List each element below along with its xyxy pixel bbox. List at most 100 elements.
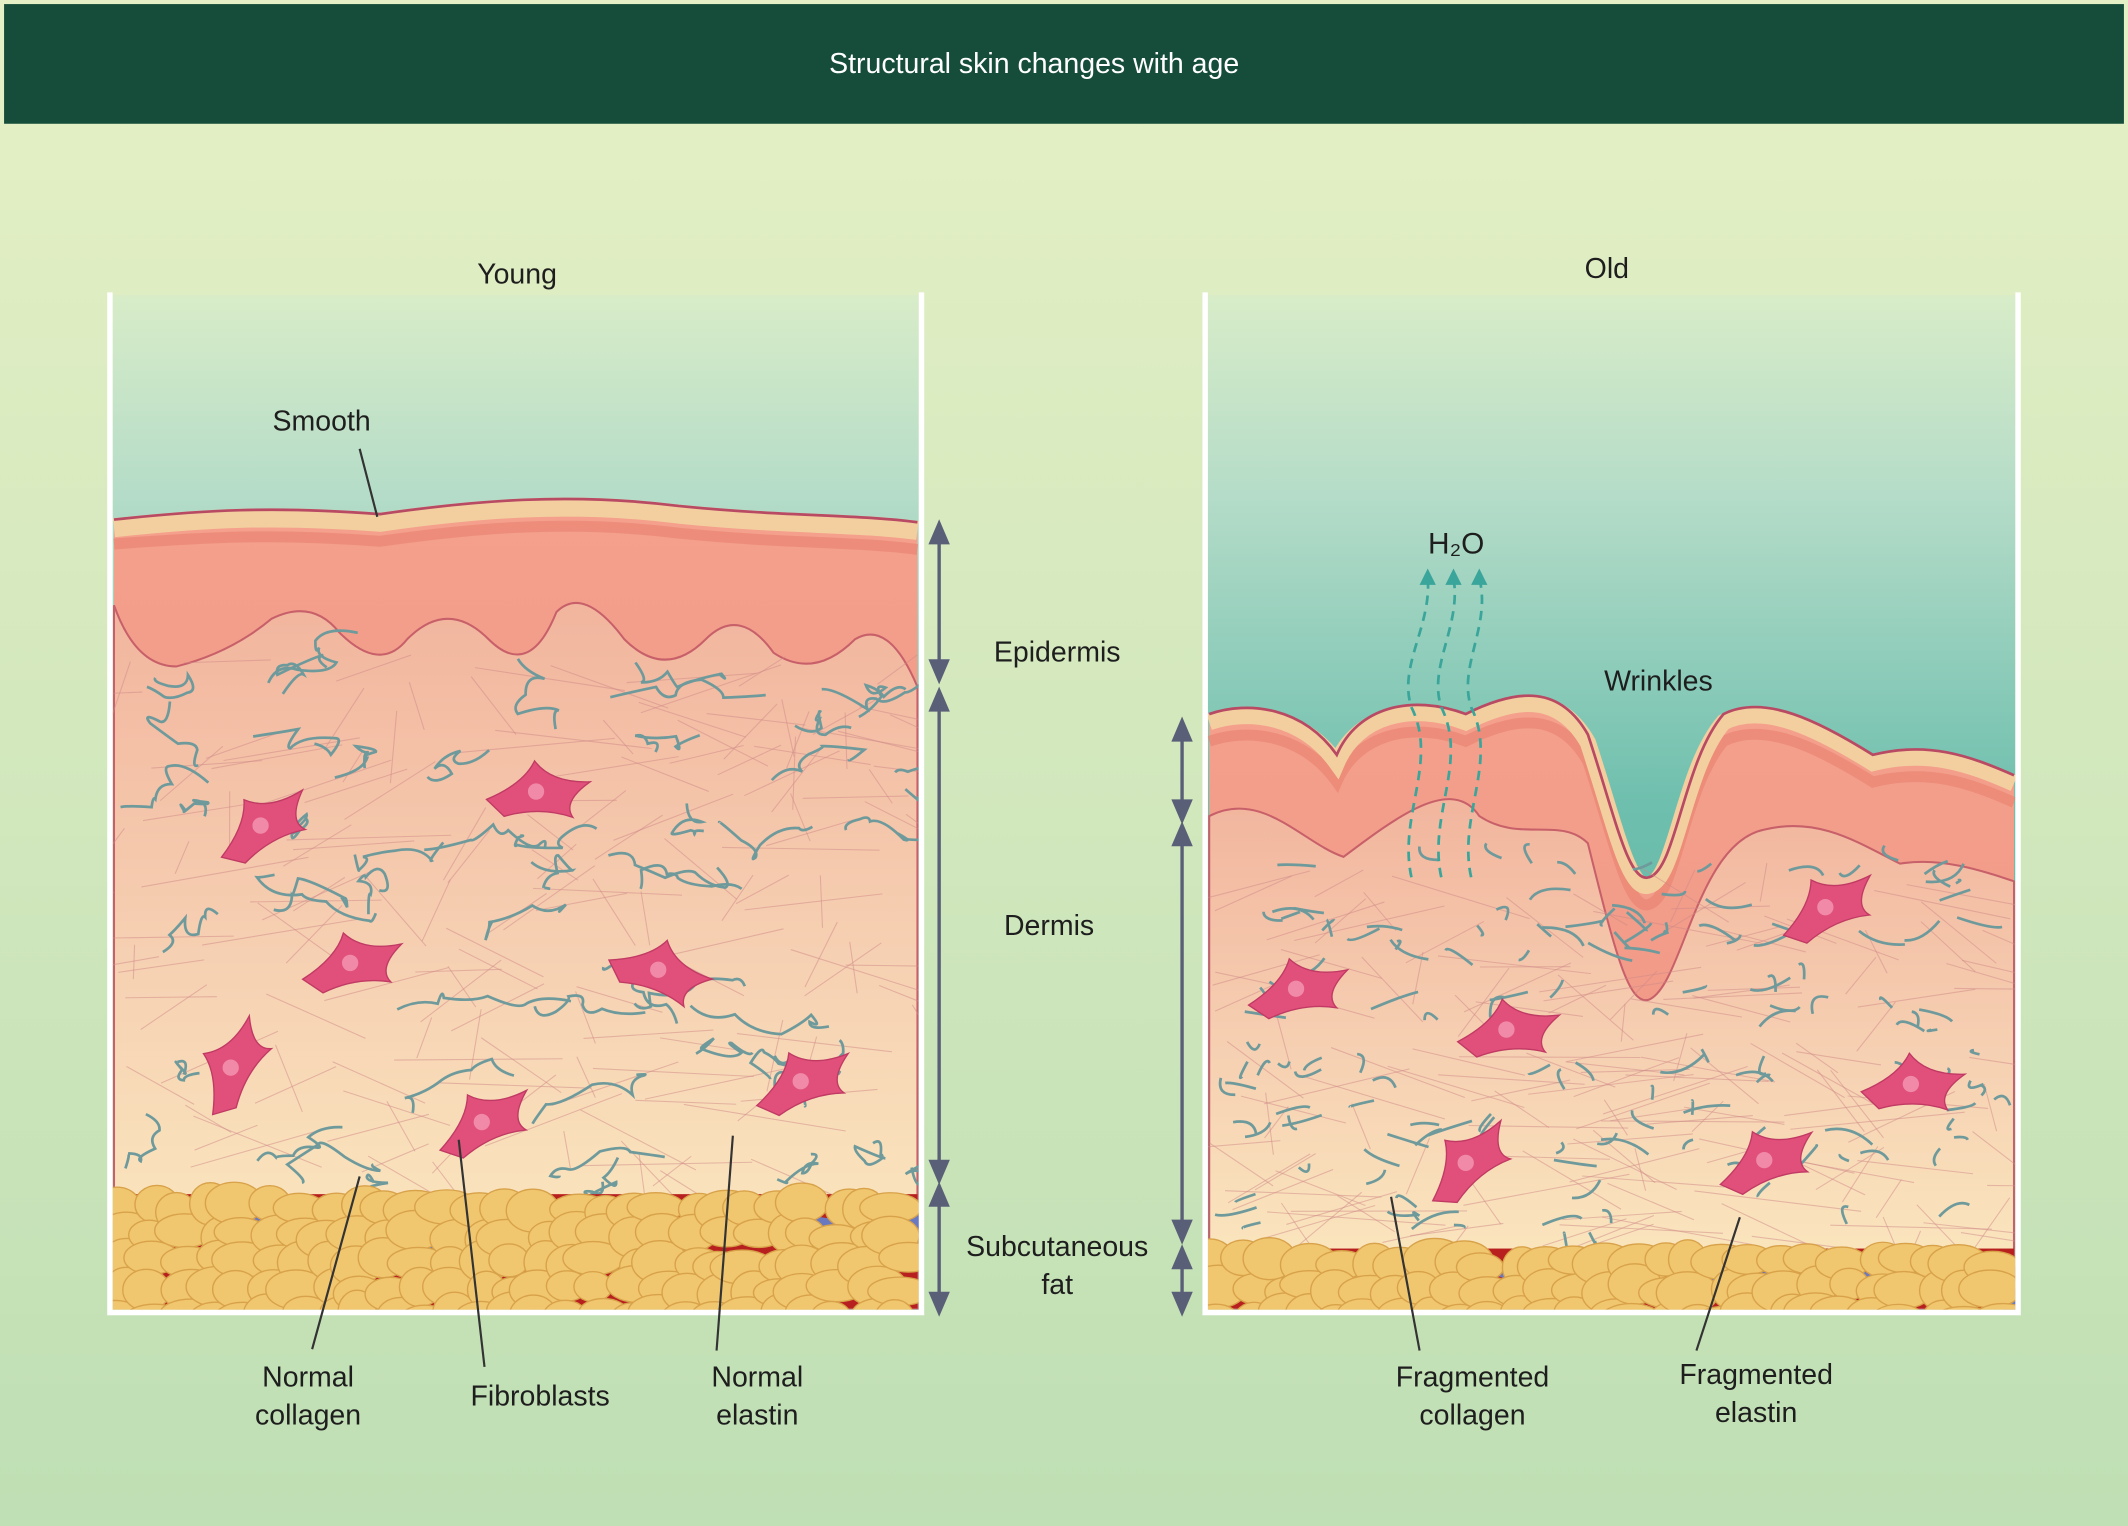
collagen bbox=[484, 1093, 623, 1147]
collagen bbox=[112, 827, 125, 846]
collagen bbox=[420, 959, 502, 1023]
collagen bbox=[304, 768, 408, 804]
collagen bbox=[771, 749, 821, 813]
elastin bbox=[1602, 1208, 1613, 1224]
elastin bbox=[1726, 934, 1742, 945]
collagen bbox=[140, 984, 208, 1031]
collagen bbox=[1631, 998, 1743, 1018]
elastin bbox=[1923, 859, 1949, 876]
nucleus bbox=[792, 1073, 809, 1090]
elastin bbox=[1293, 1068, 1322, 1078]
elastin bbox=[1453, 1223, 1466, 1229]
collagen bbox=[1412, 951, 1424, 1005]
elastin bbox=[1911, 1010, 1920, 1028]
label-line: Fragmented bbox=[1679, 1359, 1833, 1391]
collagen bbox=[1224, 1190, 1382, 1198]
elastin bbox=[1293, 906, 1325, 915]
label-line: Normal bbox=[262, 1362, 354, 1394]
collagen bbox=[1337, 1195, 1395, 1233]
collagen bbox=[1856, 1001, 1896, 1052]
collagen bbox=[1607, 1182, 1695, 1221]
collagen bbox=[592, 1067, 754, 1078]
collagen bbox=[1906, 884, 2016, 906]
label-line: Epidermis bbox=[994, 637, 1121, 669]
elastin bbox=[1650, 930, 1670, 942]
label-line: elastin bbox=[1715, 1397, 1797, 1429]
nucleus bbox=[1817, 899, 1834, 916]
collagen bbox=[1286, 1191, 1398, 1225]
collagen bbox=[327, 1113, 430, 1142]
label-line: Dermis bbox=[1004, 910, 1094, 942]
collagen bbox=[1363, 891, 1397, 931]
elastin bbox=[1418, 846, 1440, 862]
collagen bbox=[1214, 983, 1277, 1012]
collagen bbox=[1830, 1069, 1884, 1139]
collagen bbox=[1267, 1211, 1446, 1226]
collagen bbox=[1602, 1066, 1748, 1115]
elastin bbox=[853, 1140, 886, 1166]
collagen bbox=[1227, 1153, 1311, 1204]
collagen bbox=[1573, 1138, 1677, 1190]
elastin bbox=[1244, 1010, 1287, 1020]
collagen bbox=[1559, 1224, 1723, 1234]
collagen bbox=[765, 819, 854, 847]
collagen bbox=[342, 750, 364, 783]
collagen bbox=[652, 1155, 692, 1187]
label-line: Normal bbox=[711, 1362, 803, 1394]
collagen bbox=[1382, 1224, 1463, 1243]
elastin bbox=[904, 788, 919, 802]
elastin bbox=[1946, 1117, 1955, 1131]
collagen bbox=[1920, 901, 1997, 964]
elastin bbox=[1967, 1080, 1985, 1090]
elastin bbox=[1755, 1073, 1771, 1084]
collagen bbox=[1387, 1065, 1525, 1109]
collagen bbox=[1663, 992, 1803, 1000]
elastin bbox=[1904, 920, 1941, 942]
elastin bbox=[634, 733, 701, 753]
arrowhead bbox=[928, 1291, 950, 1317]
elastin bbox=[1632, 861, 1653, 871]
elastin bbox=[1858, 929, 1905, 946]
collagen bbox=[1548, 984, 1607, 1014]
elastin bbox=[514, 658, 560, 730]
collagen bbox=[638, 701, 747, 738]
elastin bbox=[1895, 1020, 1926, 1033]
collagen bbox=[669, 744, 744, 764]
elastin bbox=[1394, 939, 1402, 951]
elastin bbox=[1661, 890, 1687, 897]
nucleus bbox=[473, 1113, 490, 1131]
collagen bbox=[1351, 1103, 1371, 1150]
elastin bbox=[285, 1141, 381, 1185]
nucleus bbox=[1756, 1151, 1773, 1169]
elastin bbox=[1938, 1201, 1970, 1218]
elastin bbox=[1682, 984, 1708, 994]
collagen bbox=[364, 875, 427, 947]
elastin bbox=[273, 877, 349, 912]
fat-cell bbox=[1207, 1303, 1236, 1310]
elastin bbox=[254, 873, 378, 923]
elastin bbox=[1980, 1083, 1987, 1097]
elastin bbox=[1697, 862, 1713, 873]
collagen bbox=[1207, 870, 1311, 899]
old-frame bbox=[1202, 292, 2021, 1316]
collagen bbox=[126, 1065, 195, 1105]
elastin bbox=[1286, 1115, 1298, 1131]
collagen bbox=[744, 893, 883, 911]
collagen bbox=[781, 699, 795, 757]
collagen bbox=[602, 719, 634, 755]
elastin bbox=[1476, 924, 1485, 937]
collagen bbox=[723, 703, 778, 760]
collagen bbox=[576, 1056, 596, 1098]
collagen bbox=[911, 1004, 919, 1017]
elastin bbox=[1758, 1055, 1767, 1076]
elastin bbox=[1262, 911, 1283, 922]
arrowhead bbox=[1171, 821, 1193, 847]
collagen bbox=[323, 687, 365, 751]
elastin bbox=[689, 1004, 830, 1036]
collagen bbox=[790, 949, 919, 991]
elastin bbox=[639, 864, 743, 890]
elastin bbox=[424, 822, 547, 852]
collagen bbox=[849, 941, 858, 994]
collagen bbox=[514, 1074, 557, 1107]
collagen bbox=[683, 1103, 846, 1132]
